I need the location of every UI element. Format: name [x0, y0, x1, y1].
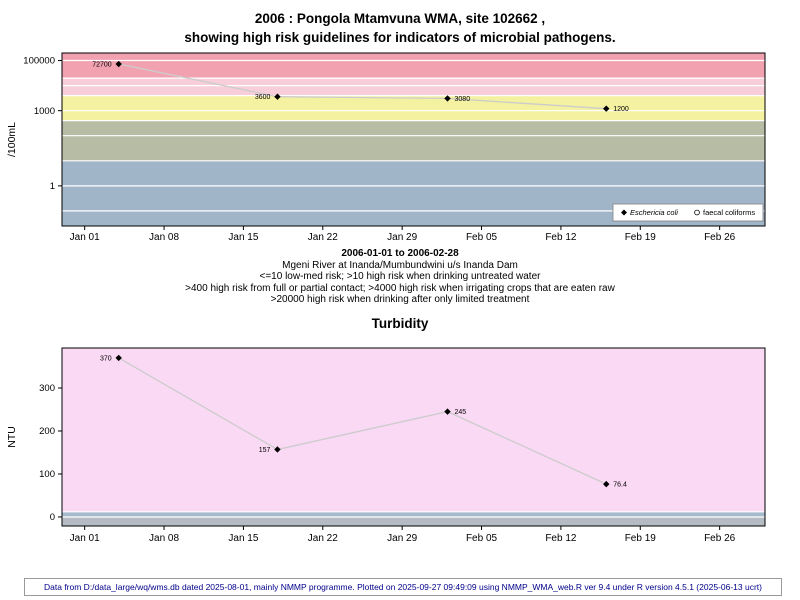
y-tick-label: 100000	[23, 56, 55, 67]
x-tick-label: Jan 01	[70, 533, 100, 544]
data-point-marker	[603, 105, 610, 112]
x-tick-label: Feb 26	[704, 232, 736, 243]
x-tick-label: Jan 29	[387, 533, 417, 544]
x-tick-label: Feb 05	[466, 533, 498, 544]
x-tick-label: Jan 22	[308, 533, 338, 544]
data-point-label: 1200	[613, 106, 629, 113]
x-tick-label: Jan 15	[228, 232, 258, 243]
legend-diamond-marker	[621, 209, 627, 216]
y-tick-label: 300	[39, 383, 55, 394]
plot-frame	[61, 52, 766, 227]
legend-box	[612, 203, 764, 222]
data-point-marker	[274, 93, 281, 100]
risk-guideline-3: >20000 high risk when drinking after onl…	[270, 294, 530, 305]
footer-provenance: Data from D:/data_large/wq/wms.db dated …	[24, 578, 782, 596]
y-axis-title: NTU	[6, 426, 18, 448]
data-point-marker	[115, 60, 122, 68]
data-point-label: 76.4	[613, 482, 627, 489]
legend-circle-marker	[694, 209, 700, 216]
x-tick-label: Feb 05	[466, 232, 498, 243]
legend-label: Eschericia coli	[630, 208, 678, 217]
guideline-band	[62, 120, 765, 161]
x-tick-label: Feb 12	[545, 533, 577, 544]
turbidity-chart-title: Turbidity	[371, 316, 429, 331]
x-tick-label: Feb 12	[545, 232, 577, 243]
guideline-band	[62, 348, 765, 512]
y-tick-label: 100	[39, 469, 55, 480]
x-tick-label: Jan 08	[149, 232, 179, 243]
chart-captions: 2006-01-01 to 2006-02-28 Mgeni River at …	[0, 248, 800, 306]
guideline-band	[62, 78, 765, 96]
x-tick-label: Jan 22	[308, 232, 338, 243]
y-axis-title: /100mL	[6, 122, 18, 157]
data-point-label: 157	[259, 447, 271, 454]
turbidity-chart: 370 157 245 76.4 0 100 200 300 Jan 01 Jan 08 Jan 1…	[6, 347, 766, 544]
data-point-label: 370	[100, 355, 112, 362]
x-tick-label: Jan 08	[149, 533, 179, 544]
data-point-marker	[444, 95, 451, 102]
data-point-marker	[274, 446, 281, 453]
station-label: Mgeni River at Inanda/Mumbundwini u/s In…	[282, 259, 518, 271]
guideline-band	[62, 53, 765, 79]
x-tick-label: Jan 15	[228, 533, 258, 544]
y-tick-label: 0	[50, 512, 55, 523]
data-point-label: 3080	[455, 96, 471, 103]
series-line	[118, 63, 607, 110]
y-tick-label: 1000	[34, 106, 55, 117]
data-point-marker	[444, 408, 451, 415]
x-tick-label: Feb 19	[625, 533, 657, 544]
guideline-band	[62, 511, 765, 517]
title-line-1: 2006 : Pongola Mtamvuna WMA, site 102662…	[254, 11, 546, 26]
data-point-label: 245	[455, 409, 467, 416]
date-range-label: 2006-01-01 to 2006-02-28	[341, 248, 459, 259]
microbial-indicators-chart: 72700 3600 3080 1200 1 1000 100000 Jan 01 Jan 08…	[6, 52, 766, 243]
footer-text: Data from D:/data_large/wq/wms.db dated …	[44, 582, 762, 592]
x-tick-label: Jan 29	[387, 232, 417, 243]
legend-label: faecal coliforms	[703, 208, 755, 217]
guideline-band	[62, 95, 765, 121]
page-title: 2006 : Pongola Mtamvuna WMA, site 102662…	[0, 9, 800, 47]
data-point-label: 3600	[255, 94, 271, 101]
x-tick-label: Jan 01	[70, 232, 100, 243]
x-tick-label: Feb 19	[625, 232, 657, 243]
x-tick-label: Feb 26	[704, 533, 736, 544]
series-line	[118, 357, 607, 485]
plot-frame	[61, 347, 766, 527]
guideline-band	[62, 517, 765, 526]
risk-guideline-2: >400 high risk from full or partial cont…	[185, 282, 615, 294]
y-tick-label: 1	[50, 181, 55, 192]
data-point-marker	[115, 354, 122, 362]
data-point-marker	[603, 480, 610, 488]
risk-guideline-1: <=10 low-med risk; >10 high risk when dr…	[259, 271, 541, 282]
title-line-2: showing high risk guidelines for indicat…	[184, 30, 616, 45]
y-tick-label: 200	[39, 426, 55, 437]
data-point-label: 72700	[92, 62, 112, 69]
